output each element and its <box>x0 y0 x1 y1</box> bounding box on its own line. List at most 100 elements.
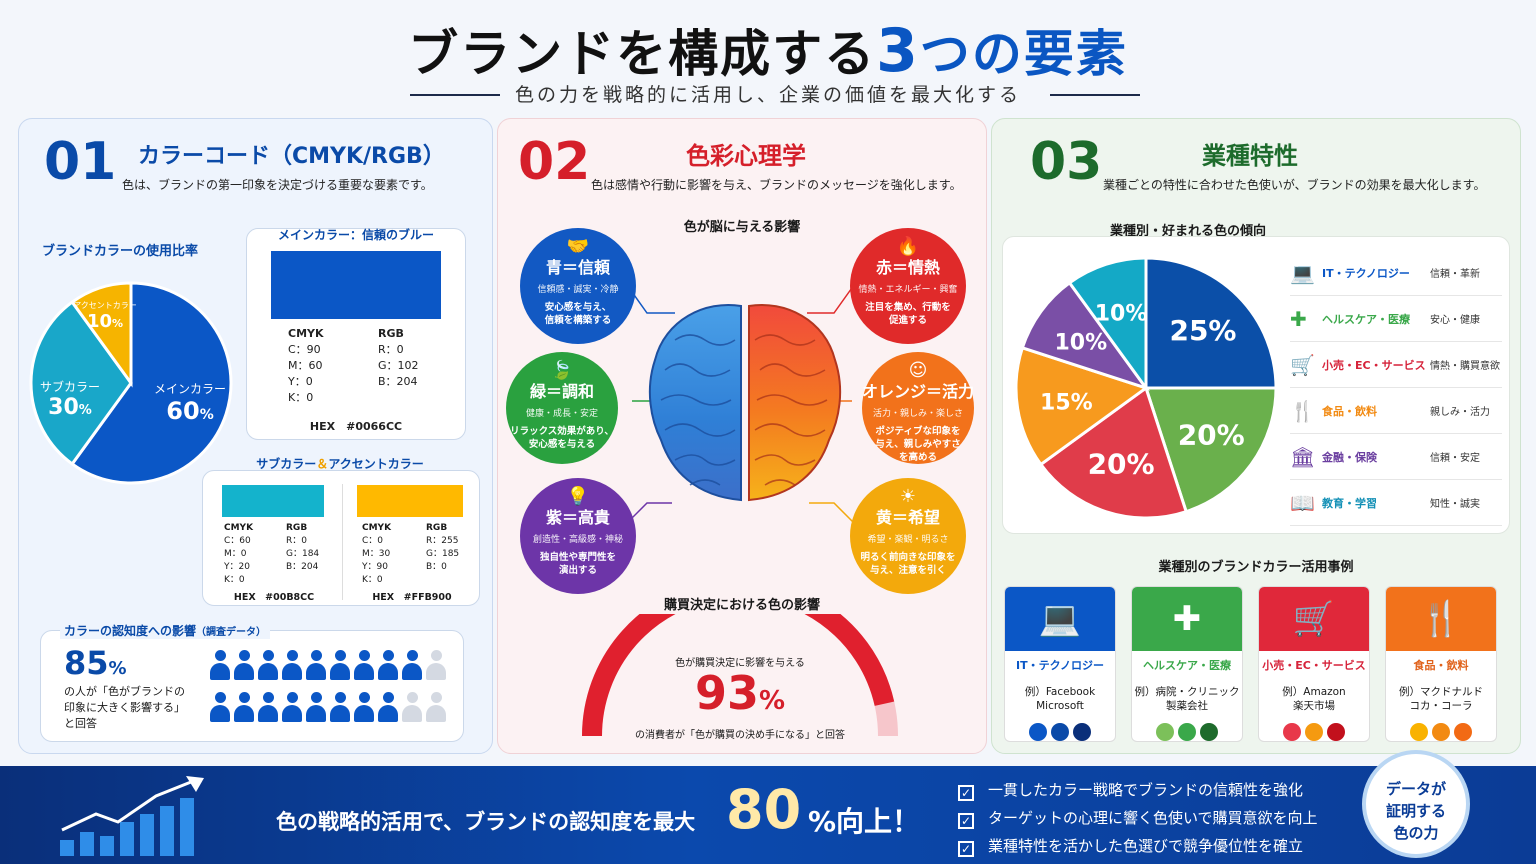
color-dot <box>1410 723 1428 741</box>
color-dot <box>1156 723 1174 741</box>
check-item: ✓ ターゲットの心理に響く色使いで購買意欲を向上 <box>958 804 1318 832</box>
industry-case-card: ✚ ヘルスケア・医療 例）病院・クリニック 製薬会社 <box>1131 586 1243 742</box>
brain-section-title: 色が脳に与える影響 <box>683 220 801 235</box>
laptop-icon: 💻 <box>1005 587 1115 651</box>
checkbox-icon: ✓ <box>958 841 974 857</box>
color-dot <box>1029 723 1047 741</box>
fork-knife-icon: 🍴 <box>1386 587 1496 651</box>
person-icon <box>426 692 446 726</box>
industry-row: 🏛 金融・保険 信頼・安定 <box>1290 434 1502 480</box>
checkbox-icon: ✓ <box>958 813 974 829</box>
purchase-gauge <box>582 614 898 737</box>
color-dot <box>1432 723 1450 741</box>
sub-hex: HEX #00B8CC <box>233 592 315 603</box>
accent-cmyk: CMYK C：0 M：30 Y：90 K：0 <box>362 523 392 585</box>
color-meaning-circle: 💡 紫＝高貴 創造性・高級感・神秘 独自性や専門性を 演出する <box>520 478 636 594</box>
main-rgb: RGB R：0 G：102 B：204 <box>378 327 419 388</box>
sub-accent-divider <box>342 484 343 600</box>
person-icon <box>210 650 230 684</box>
check-item: ✓ 一貫したカラー戦略でブランドの信頼性を強化 <box>958 776 1318 804</box>
panel3-number: 03 <box>1030 132 1103 192</box>
main-hex: HEX #0066CC <box>309 420 403 433</box>
industry-pie-chart: 25% 20% 20% 15% 10% 10% <box>1014 256 1278 520</box>
usage-accent-label: アクセントカラー 10% <box>73 301 137 332</box>
color-dot <box>1200 723 1218 741</box>
person-icon <box>354 650 374 684</box>
industry-case-card: 🛒 小売・EC・サービス 例）Amazon 楽天市場 <box>1258 586 1370 742</box>
color-meaning-circle: ☺ オレンジ＝活力 活力・親しみ・楽しさ ポジティブな印象を 与え、親しみやすさ を高める <box>862 352 974 464</box>
person-icon <box>330 650 350 684</box>
accent-color-swatch <box>357 485 463 517</box>
industry-row: 🍴 食品・飲料 親しみ・活力 <box>1290 388 1502 434</box>
main-color-swatch <box>271 251 441 319</box>
color-meaning-circle: 🤝 青＝信頼 信頼感・誠実・冷静 安心感を与え、 信頼を構築する <box>520 228 636 344</box>
person-icon <box>306 692 326 726</box>
usage-main-label: メインカラー 60% <box>153 382 226 425</box>
accent-hex: HEX #FFB900 <box>372 592 452 603</box>
usage-title: ブランドカラーの使用比率 <box>42 244 199 259</box>
panel3-title: 業種特性 <box>1202 142 1298 170</box>
panel2-title: 色彩心理学 <box>686 142 806 170</box>
medical-cross-icon: ✚ <box>1290 306 1307 331</box>
book-icon: 📖 <box>1290 490 1315 515</box>
smile-icon: ☺ <box>908 360 928 381</box>
banner-number: 80 <box>726 778 802 841</box>
person-icon <box>234 692 254 726</box>
industry-pie-slice <box>1067 256 1148 393</box>
bank-icon: 🏛 <box>1290 444 1316 469</box>
leaf-icon: 🍃 <box>550 360 574 381</box>
panel3-desc: 業種ごとの特性に合わせた色使いが、ブランドの効果を最大化します。 <box>1103 178 1486 192</box>
laptop-icon: 💻 <box>1290 260 1315 285</box>
panel1-title: カラーコード（CMYK/RGB） <box>138 144 445 169</box>
cases-title: 業種別のブランドカラー活用事例 <box>1158 560 1354 575</box>
color-dot <box>1051 723 1069 741</box>
industry-pie-slice <box>1144 256 1278 390</box>
industry-list: 💻 IT・テクノロジー 信頼・革新 ✚ ヘルスケア・医療 安心・健康 🛒 小売・EC・サービス… <box>1290 250 1502 526</box>
person-icon <box>258 650 278 684</box>
industry-row: 🛒 小売・EC・サービス 情熱・購買意欲 <box>1290 342 1502 388</box>
color-meaning-circle: 🔥 赤＝情熱 情熱・エネルギー・興奮 注目を集め、行動を 促進する <box>850 228 966 344</box>
color-dot <box>1283 723 1301 741</box>
industry-row: ✚ ヘルスケア・医療 安心・健康 <box>1290 296 1502 342</box>
recognition-title: カラーの認知度への影響（調査データ） <box>60 622 271 639</box>
banner-lead: 色の戦略的活用で、ブランドの認知度を最大 <box>276 810 696 834</box>
page-subtitle: 色の力を戦略的に活用し、企業の価値を最大化する <box>514 84 1021 106</box>
color-dot <box>1178 723 1196 741</box>
recognition-box <box>40 630 464 742</box>
purchase-text: の消費者が「色が購買の決め手になる」と回答 <box>635 730 845 741</box>
panel1-number: 01 <box>44 132 117 192</box>
person-icon <box>402 650 422 684</box>
sun-icon: ☀ <box>899 486 917 507</box>
flame-icon: 🔥 <box>896 236 920 257</box>
preference-title: 業種別・好まれる色の傾向 <box>1110 224 1267 239</box>
industry-pie-slice <box>1143 386 1278 514</box>
industry-pie-slice <box>1020 280 1150 391</box>
pie-slice-accent <box>70 281 133 388</box>
bottom-banner <box>0 766 1536 864</box>
industry-pie-label: 10% <box>1095 301 1148 326</box>
industry-pie-label: 15% <box>1040 391 1093 416</box>
color-dot <box>1305 723 1323 741</box>
sub-color-swatch <box>222 485 324 517</box>
fork-knife-icon: 🍴 <box>1290 398 1315 423</box>
subtitle-divider-left <box>410 94 500 96</box>
person-icon <box>210 692 230 726</box>
panel1-desc: 色は、ブランドの第一印象を決定づける重要な要素です。 <box>122 178 433 192</box>
person-icon <box>378 650 398 684</box>
color-dot <box>1454 723 1472 741</box>
color-meaning-circle: ☀ 黄＝希望 希望・楽観・明るさ 明るく前向きな印象を 与え、注意を引く <box>850 478 966 594</box>
sub-rgb: RGB R：0 G：184 B：204 <box>286 523 320 572</box>
person-icon <box>234 650 254 684</box>
industry-case-card: 🍴 食品・飲料 例）マクドナルド コカ・コーラ <box>1385 586 1497 742</box>
person-icon <box>330 692 350 726</box>
medical-cross-icon: ✚ <box>1132 587 1242 651</box>
industry-pie-label: 25% <box>1169 314 1236 347</box>
panel2-desc: 色は感情や行動に影響を与え、ブランドのメッセージを強化します。 <box>591 178 962 192</box>
purchase-title: 購買決定における色の影響 <box>663 598 820 613</box>
data-badge: データが 証明する 色の力 <box>1362 750 1470 858</box>
person-icon <box>354 692 374 726</box>
person-icon <box>426 650 446 684</box>
industry-pie-label: 20% <box>1178 418 1245 451</box>
sub-accent-title: サブカラー＆アクセントカラー <box>256 457 424 471</box>
growth-chart-icon <box>60 776 204 856</box>
